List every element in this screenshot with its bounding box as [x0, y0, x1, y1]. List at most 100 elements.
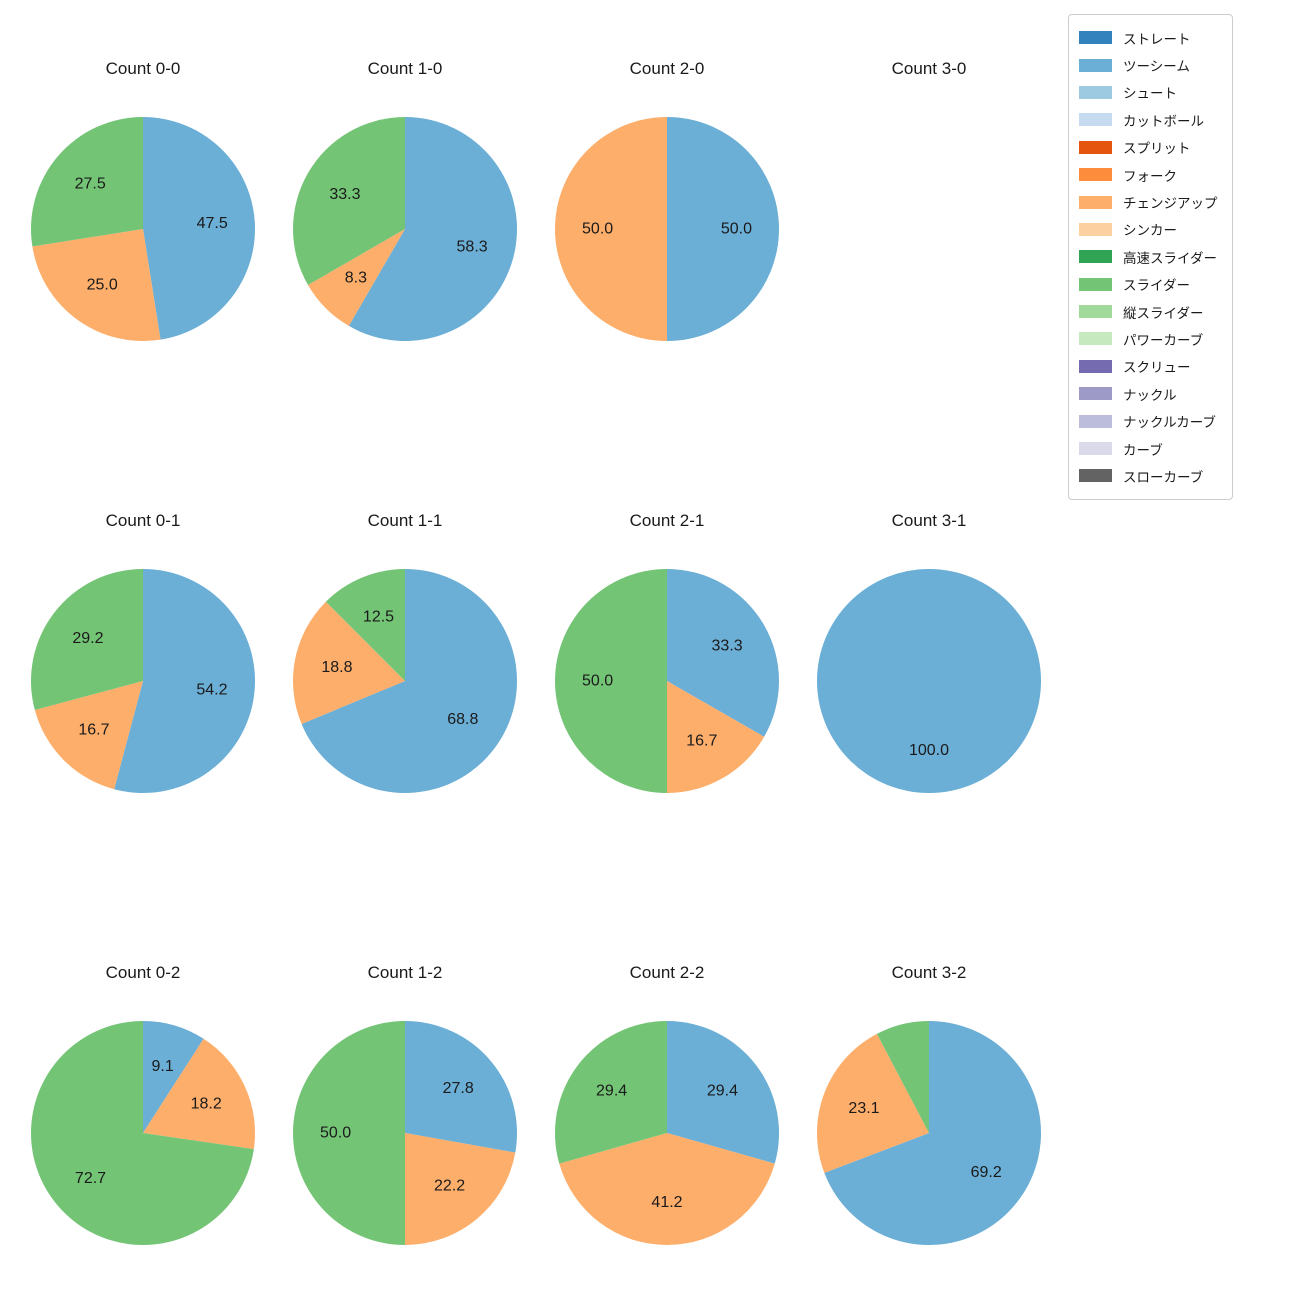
pie-count-1-2: 27.8 22.2 50.0 — [293, 1021, 517, 1245]
pie-slice-slider — [30, 569, 144, 711]
legend-color-swatch-icon — [1079, 277, 1112, 291]
pie-slice-two-seam — [143, 117, 255, 340]
pie-percentage-label: 50.0 — [582, 673, 613, 690]
pie-slice-slider — [325, 569, 405, 681]
legend-item-label: カットボール — [1123, 113, 1204, 129]
pie-percentage-label: 29.4 — [596, 1083, 627, 1100]
pie-chart-count-1-2: Count 1-2 27.8 22.2 50.0 — [274, 949, 536, 1297]
legend-color-swatch-icon — [1079, 387, 1112, 401]
pie-slice-slider — [554, 1021, 667, 1164]
pie-slice-slider — [555, 569, 667, 793]
legend-item-label: カーブ — [1123, 442, 1163, 458]
legend-item-label: フォーク — [1123, 168, 1177, 184]
pie-slice-two-seam — [667, 1021, 780, 1164]
legend-item-label: 縦スライダー — [1123, 305, 1204, 321]
pie-chart-count-2-2: Count 2-2 29.4 41.2 29.4 — [536, 949, 798, 1297]
pie-percentage-label: 29.4 — [707, 1083, 738, 1100]
legend-item-label: スライダー — [1123, 278, 1190, 294]
legend-color-swatch-icon — [1079, 168, 1112, 182]
legend-item-label: スクリュー — [1123, 360, 1191, 376]
pie-chart-count-0-2: Count 0-2 9.1 18.2 72.7 — [12, 949, 274, 1297]
legend-color-swatch-icon — [1079, 250, 1112, 264]
legend-item-split: スプリット — [1079, 134, 1218, 161]
legend-item-label: スローカーブ — [1123, 469, 1204, 485]
pie-chart-count-3-1: Count 3-1 100.0 — [798, 497, 1060, 845]
legend-item-label: ナックルカーブ — [1123, 415, 1216, 431]
legend-color-swatch-icon — [1079, 332, 1112, 346]
pie-count-3-1: 100.0 — [817, 569, 1041, 793]
chart-title: Count 3-2 — [891, 963, 967, 982]
pie-count-2-2: 29.4 41.2 29.4 — [554, 1021, 780, 1246]
chart-title: Count 2-2 — [629, 963, 705, 982]
pie-slice-slider — [293, 1021, 405, 1245]
legend-color-swatch-icon — [1079, 469, 1112, 483]
pie-slice-two-seam — [824, 1021, 1042, 1245]
pie-chart-count-3-0: Count 3-0 — [798, 45, 1060, 393]
pie-count-1-1: 68.8 18.8 12.5 — [293, 569, 518, 793]
pie-percentage-label: 9.1 — [151, 1058, 173, 1075]
legend-color-swatch-icon — [1079, 305, 1112, 319]
pie-percentage-label: 27.5 — [75, 175, 106, 192]
pie-chart-count-2-1: Count 2-1 33.3 16.7 50.0 — [536, 497, 798, 845]
legend-item-screw: スクリュー — [1079, 353, 1218, 380]
pie-percentage-label: 33.3 — [712, 638, 743, 655]
pie-count-0-2: 9.1 18.2 72.7 — [30, 1021, 255, 1245]
pie-chart-count-0-0: Count 0-0 47.5 25.0 27.5 — [12, 45, 274, 393]
pie-slice-slider — [293, 117, 405, 285]
legend-item-vertical-slider: 縦スライダー — [1079, 298, 1218, 325]
legend-item-label: スプリット — [1123, 141, 1191, 157]
chart-title: Count 3-0 — [891, 59, 967, 78]
pie-percentage-label: 16.7 — [78, 722, 109, 739]
pie-slice-two-seam — [143, 1021, 204, 1133]
legend-item-label: シンカー — [1123, 223, 1177, 239]
pie-slice-slider — [876, 1021, 929, 1133]
pie-slice-two-seam — [667, 117, 779, 341]
legend-item-curve: カーブ — [1079, 435, 1218, 462]
pie-count-0-0: 47.5 25.0 27.5 — [31, 117, 255, 341]
legend-item-label: パワーカーブ — [1123, 332, 1204, 348]
pie-percentage-label: 69.2 — [971, 1164, 1002, 1181]
legend-item-label: シュート — [1123, 86, 1177, 102]
pie-percentage-label: 72.7 — [75, 1170, 106, 1187]
legend-item-knuckle: ナックル — [1079, 380, 1218, 407]
legend: ストレートツーシームシュートカットボール スプリットフォークチェンジアップ シンカー… — [1068, 14, 1233, 500]
chart-title: Count 0-0 — [105, 59, 181, 78]
legend-item-label: 高速スライダー — [1123, 250, 1217, 266]
pie-slice-two-seam — [405, 1021, 517, 1153]
pie-percentage-label: 27.8 — [443, 1080, 474, 1097]
legend-item-sinker: シンカー — [1079, 216, 1218, 243]
legend-item-straight: ストレート — [1079, 24, 1218, 51]
pie-percentage-label: 54.2 — [196, 682, 227, 699]
pie-slice-changeup — [34, 681, 143, 790]
pie-percentage-label: 41.2 — [651, 1194, 682, 1211]
legend-item-label: ストレート — [1123, 31, 1191, 47]
pie-percentage-label: 47.5 — [197, 215, 228, 232]
legend-item-two-seam: ツーシーム — [1079, 51, 1218, 78]
pie-percentage-label: 68.8 — [447, 711, 478, 728]
pie-percentage-label: 50.0 — [320, 1125, 351, 1142]
pie-slice-changeup — [143, 1038, 255, 1150]
legend-item-fork: フォーク — [1079, 161, 1218, 188]
pie-percentage-label: 18.8 — [321, 659, 352, 676]
legend-color-swatch-icon — [1079, 85, 1112, 99]
legend-color-swatch-icon — [1079, 195, 1112, 209]
chart-title: Count 2-1 — [629, 511, 705, 530]
pie-slice-changeup — [555, 117, 667, 341]
legend-item-cut-ball: カットボール — [1079, 106, 1218, 133]
legend-color-swatch-icon — [1079, 414, 1112, 428]
legend-item-label: チェンジアップ — [1123, 196, 1218, 212]
pie-chart-count-3-2: Count 3-2 69.2 23.1 — [798, 949, 1060, 1297]
legend-color-swatch-icon — [1079, 113, 1112, 127]
legend-item-label: ツーシーム — [1123, 59, 1190, 75]
legend-item-knuckle-curve: ナックルカーブ — [1079, 407, 1218, 434]
pie-chart-count-0-1: Count 0-1 54.2 16.7 29.2 — [12, 497, 274, 845]
legend-color-swatch-icon — [1079, 442, 1112, 456]
pie-slice-two-seam — [348, 117, 517, 341]
pie-slice-slider — [31, 117, 144, 247]
pie-percentage-label: 50.0 — [582, 221, 613, 238]
chart-title: Count 1-1 — [367, 511, 443, 530]
pie-chart-count-2-0: Count 2-0 50.0 50.0 — [536, 45, 798, 393]
pie-slice-two-seam — [114, 569, 256, 793]
pie-percentage-label: 25.0 — [87, 277, 118, 294]
